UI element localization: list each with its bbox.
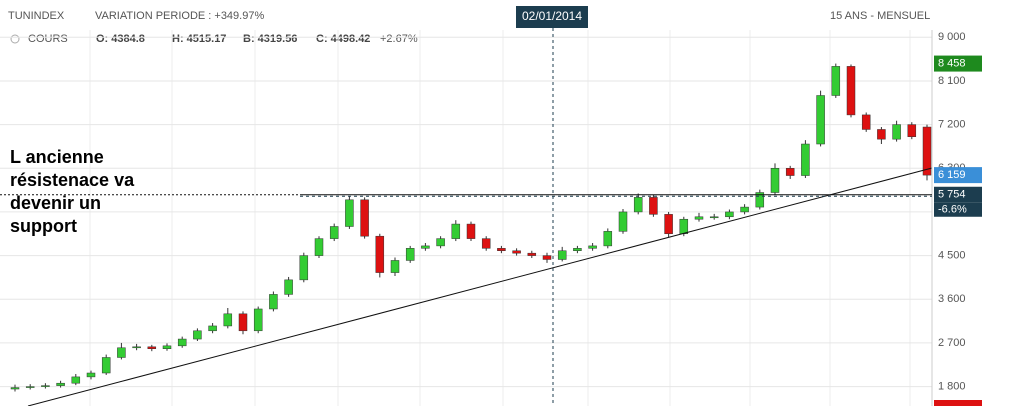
candle-body: [588, 245, 597, 249]
y-tick-label: 9 000: [938, 31, 966, 43]
candle-body: [512, 250, 521, 254]
candle-body: [56, 382, 65, 386]
candle-body: [132, 346, 141, 349]
bottom-marker: [934, 400, 982, 406]
candle-body: [360, 199, 369, 237]
price-marker: [934, 167, 982, 184]
variation: VARIATION PERIODE : +349.97%: [95, 10, 264, 22]
candle-body: [177, 338, 187, 347]
grid: [0, 30, 932, 406]
trend-line: [27, 167, 933, 406]
candle-body: [709, 216, 719, 219]
candle-body: [892, 124, 901, 140]
candle-body: [284, 279, 293, 295]
candle-body: [86, 372, 96, 378]
candle-body: [801, 143, 810, 176]
series-name: COURS: [28, 33, 68, 45]
candle-body: [421, 245, 430, 249]
low-value: B: 4319.56: [243, 33, 297, 45]
price-marker: [934, 55, 982, 72]
candle-body: [41, 385, 50, 387]
crosshair-label: 02/01/2014: [522, 9, 582, 23]
candle-body: [223, 313, 233, 327]
open-value: O: 4384.8: [96, 33, 145, 45]
candle-body: [679, 218, 689, 235]
candle-body: [694, 216, 704, 220]
annotation: L ancienne résistenace va devenir un suppor…: [10, 147, 135, 236]
annotation-line: résistenace va: [10, 170, 135, 190]
candle-body: [25, 386, 35, 388]
candle-body: [10, 387, 20, 390]
candle-body: [329, 226, 339, 239]
candle-body: [345, 199, 354, 227]
candle-body: [861, 114, 871, 130]
candle-body: [208, 325, 217, 332]
candle-body: [71, 376, 81, 384]
ohlc-row: COURS O: 4384.8 H: 4515.17 B: 4319.56 C:…: [10, 33, 418, 45]
period: 15 ANS - MENSUEL: [830, 10, 930, 22]
candle-body: [846, 66, 856, 116]
candle-body: [314, 238, 324, 256]
candle-body: [755, 192, 765, 208]
annotation-line: L ancienne: [10, 147, 104, 167]
candle-body: [451, 223, 461, 239]
candle-body: [573, 248, 582, 251]
candle-body: [816, 95, 825, 145]
price-marker-label: 5 754: [938, 189, 966, 201]
candle-body: [649, 197, 658, 215]
settings-icon[interactable]: [10, 34, 20, 44]
annotation-line: devenir un: [10, 193, 101, 213]
y-tick-label: 1 800: [938, 380, 966, 392]
y-tick-label: 3 600: [938, 293, 966, 305]
candle-body: [633, 197, 643, 213]
candle-body: [527, 252, 537, 256]
candle-body: [725, 211, 734, 218]
annotation-line: support: [10, 216, 77, 236]
candle-body: [481, 238, 491, 249]
price-marker: [934, 186, 982, 203]
candle-body: [253, 308, 263, 332]
candle-body: [618, 211, 628, 232]
candle-body: [907, 124, 917, 137]
candle-body: [405, 248, 415, 261]
y-tick-label: 4 500: [938, 250, 966, 262]
price-marker-label: 8 458: [938, 57, 966, 69]
high-value: H: 4515.17: [172, 33, 226, 45]
candle-body: [117, 347, 126, 358]
candle-body: [603, 231, 613, 247]
candle-body: [390, 260, 400, 273]
crosshair-box: [516, 6, 588, 28]
candle-body: [101, 357, 111, 374]
candle-body: [147, 346, 157, 350]
candle-body: [557, 250, 567, 260]
candle-body: [877, 129, 886, 140]
candle-body: [664, 214, 673, 235]
candles: [10, 63, 932, 392]
y-tick-label: 7 200: [938, 119, 966, 131]
y-tick-label: 2 700: [938, 337, 966, 349]
candle-body: [466, 223, 476, 239]
y-tick-label: 8 100: [938, 75, 966, 87]
candle-body: [785, 168, 795, 176]
candle-body: [740, 206, 749, 213]
candle-body: [436, 238, 445, 247]
price-marker-label: 6 159: [938, 169, 966, 181]
candle-body: [193, 330, 202, 340]
change-box: [934, 202, 982, 217]
candle-body: [922, 126, 932, 176]
candle-body: [375, 235, 385, 273]
candle-body: [269, 294, 278, 310]
candle-body: [162, 345, 172, 350]
candle-body: [542, 255, 552, 260]
close-value: C: 4498.42: [316, 33, 370, 45]
change-label: -6.6%: [938, 204, 967, 216]
change-value: +2.67%: [380, 33, 418, 45]
index-name: TUNINDEX: [8, 10, 65, 22]
candle-body: [238, 313, 248, 332]
candle-body: [770, 168, 780, 193]
candle-body: [299, 255, 309, 281]
candle-body: [497, 248, 506, 251]
candle-body: [831, 66, 841, 96]
